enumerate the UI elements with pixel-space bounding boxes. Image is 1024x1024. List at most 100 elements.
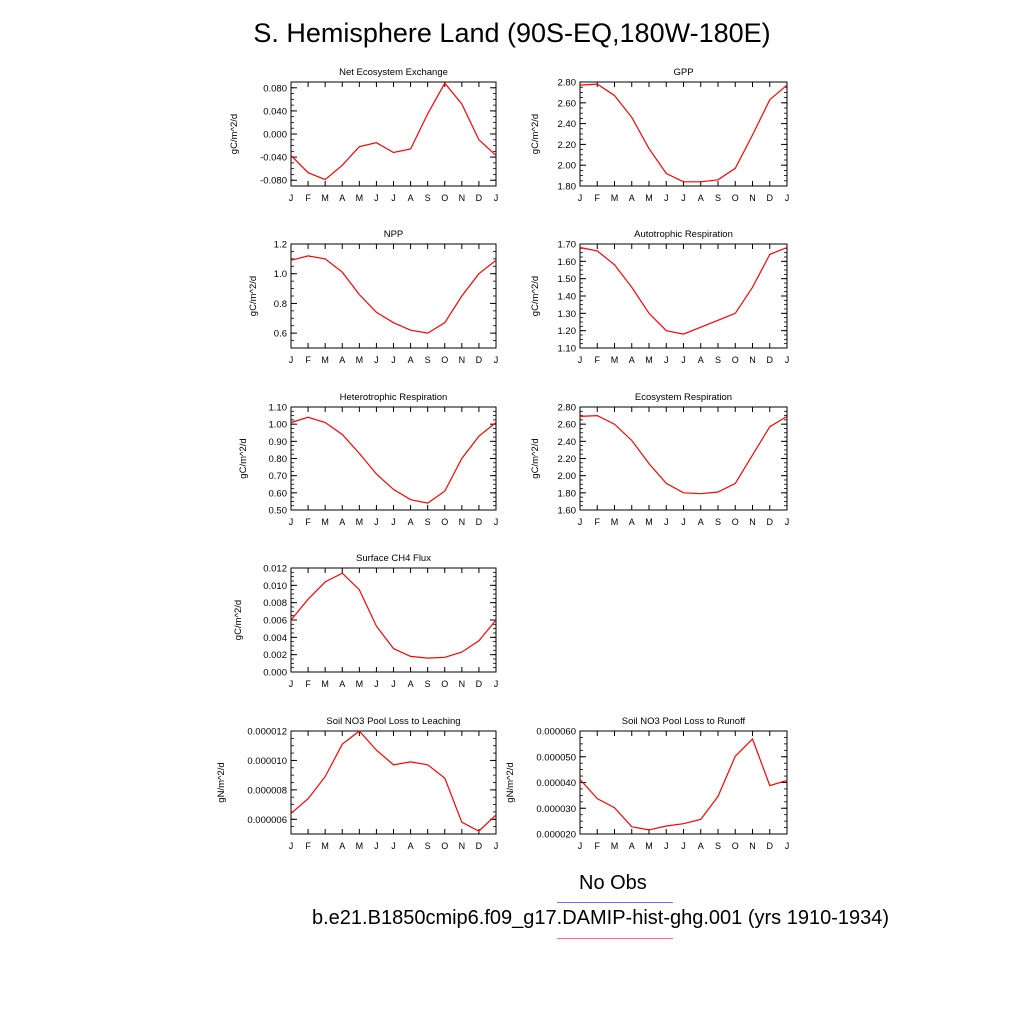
x-tick-label: J xyxy=(289,517,294,527)
x-tick-label: J xyxy=(289,679,294,689)
x-tick-label: S xyxy=(715,355,721,365)
y-tick-label: 1.20 xyxy=(558,326,577,337)
legend-label-obs: No Obs xyxy=(579,872,647,894)
x-tick-label: F xyxy=(595,193,601,203)
x-tick-label: O xyxy=(732,517,739,527)
y-tick-label: 2.20 xyxy=(558,140,577,151)
x-tick-label: S xyxy=(715,517,721,527)
y-tick-label: 2.60 xyxy=(558,98,577,109)
x-tick-label: J xyxy=(494,679,499,689)
chart-panel-6: J F M A M J J A S O N D J0.0000.0020.0040.0060.0080.… xyxy=(233,553,498,689)
y-tick-label: 0.6 xyxy=(274,329,287,340)
x-tick-label: J xyxy=(578,355,583,365)
x-tick-label: M xyxy=(321,193,329,203)
x-tick-label: A xyxy=(629,355,635,365)
y-tick-label: 2.60 xyxy=(558,420,577,431)
y-axis-label: gN/m^2/d xyxy=(505,762,516,802)
x-tick-label: J xyxy=(494,517,499,527)
x-tick-label: N xyxy=(459,517,466,527)
chart-panel-1: J F M A M J J A S O N D J1.802.002.202.402.602.80GPP… xyxy=(530,67,789,203)
x-tick-label: J xyxy=(289,193,294,203)
figure-title: S. Hemisphere Land (90S-EQ,180W-180E) xyxy=(253,18,771,48)
series-line xyxy=(579,246,788,335)
series-line xyxy=(290,416,497,504)
y-tick-label: 0.000 xyxy=(263,668,287,679)
x-tick-label: J xyxy=(664,841,669,851)
x-tick-label: A xyxy=(408,355,414,365)
x-tick-label: F xyxy=(305,841,311,851)
x-tick-label: A xyxy=(698,355,704,365)
x-tick-label: M xyxy=(321,517,329,527)
y-tick-label: 0.60 xyxy=(269,488,288,499)
x-tick-label: A xyxy=(698,841,704,851)
x-tick-label: J xyxy=(785,517,790,527)
plot-frame xyxy=(290,243,497,349)
y-axis-label: gC/m^2/d xyxy=(530,276,541,316)
x-tick-label: N xyxy=(459,841,466,851)
x-tick-label: J xyxy=(664,193,669,203)
y-tick-label: 0.50 xyxy=(269,506,288,517)
x-tick-label: J xyxy=(374,193,379,203)
x-tick-label: D xyxy=(476,355,483,365)
x-tick-label: J xyxy=(664,517,669,527)
x-tick-label: F xyxy=(305,679,311,689)
x-tick-label: N xyxy=(459,679,466,689)
x-tick-label: O xyxy=(441,355,448,365)
y-tick-label: 0.000040 xyxy=(536,778,576,789)
y-tick-label: 0.002 xyxy=(263,650,287,661)
y-axis-label: gC/m^2/d xyxy=(248,276,259,316)
chart-panel-3: J F M A M J J A S O N D J1.101.201.301.401.501.601.7… xyxy=(530,229,789,365)
x-tick-label: N xyxy=(749,193,756,203)
x-tick-label: J xyxy=(578,193,583,203)
series-line xyxy=(579,737,788,831)
x-tick-label: J xyxy=(374,679,379,689)
panel-title: GPP xyxy=(673,67,693,78)
x-tick-label: A xyxy=(408,193,414,203)
x-tick-label: D xyxy=(767,193,774,203)
panel-title: Soil NO3 Pool Loss to Leaching xyxy=(326,716,460,727)
y-tick-label: 1.40 xyxy=(558,292,577,303)
chart-panel-0: J F M A M J J A S O N D J-0.080-0.0400.0000.0400.080… xyxy=(229,67,498,203)
x-tick-label: A xyxy=(408,517,414,527)
x-tick-label: D xyxy=(476,679,483,689)
y-tick-label: 0.000010 xyxy=(247,756,287,767)
x-tick-label: S xyxy=(425,517,431,527)
panel-title: Surface CH4 Flux xyxy=(356,553,431,564)
series-line xyxy=(579,414,788,495)
x-tick-label: A xyxy=(629,193,635,203)
y-tick-label: 2.20 xyxy=(558,454,577,465)
y-axis-label: gN/m^2/d xyxy=(216,762,227,802)
y-tick-label: 0.000060 xyxy=(536,727,576,738)
x-tick-label: D xyxy=(767,355,774,365)
x-tick-label: O xyxy=(732,841,739,851)
x-tick-label: O xyxy=(732,193,739,203)
legend-label-model: b.e21.B1850cmip6.f09_g17.DAMIP-hist-ghg.… xyxy=(312,907,890,929)
x-tick-label: F xyxy=(595,355,601,365)
x-tick-label: M xyxy=(645,517,653,527)
x-tick-label: J xyxy=(681,517,686,527)
x-tick-label: A xyxy=(698,517,704,527)
x-tick-label: S xyxy=(715,193,721,203)
panel-title: Soil NO3 Pool Loss to Runoff xyxy=(622,716,746,727)
x-tick-label: O xyxy=(441,679,448,689)
x-tick-label: A xyxy=(408,679,414,689)
x-tick-label: J xyxy=(289,841,294,851)
y-tick-label: 0.000020 xyxy=(536,830,576,841)
y-tick-label: 0.010 xyxy=(263,581,287,592)
panel-title: Heterotrophic Respiration xyxy=(340,392,448,403)
y-tick-label: 0.8 xyxy=(274,299,287,310)
plot-frame xyxy=(579,730,788,835)
y-tick-label: 0.000050 xyxy=(536,752,576,763)
series-line xyxy=(290,572,497,659)
x-tick-label: D xyxy=(767,517,774,527)
y-tick-label: 0.080 xyxy=(263,83,287,94)
x-tick-label: N xyxy=(459,193,466,203)
x-tick-label: O xyxy=(441,841,448,851)
x-tick-label: J xyxy=(785,193,790,203)
x-tick-label: J xyxy=(391,679,396,689)
plot-frame xyxy=(290,567,497,673)
y-tick-label: 1.10 xyxy=(558,344,577,355)
panel-title: Autotrophic Respiration xyxy=(634,229,733,240)
x-tick-label: A xyxy=(339,193,345,203)
y-tick-label: 1.70 xyxy=(558,240,577,251)
